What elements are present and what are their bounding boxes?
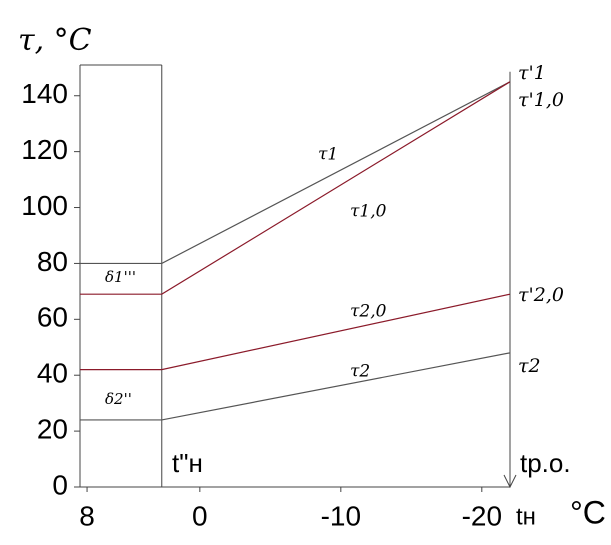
annotation: δ2'' (105, 390, 132, 408)
x-axis-label: tн (516, 503, 536, 530)
series-line (80, 81, 511, 265)
series-end-label: τ2 (518, 355, 541, 377)
annotation: tр.о. (520, 448, 571, 478)
y-tick-label: 40 (37, 358, 68, 389)
y-tick-label: 0 (52, 469, 68, 500)
y-tick-label: 80 (37, 246, 68, 277)
series-label: τ2 (350, 362, 370, 382)
annotation: t"н (172, 448, 203, 478)
series-line (80, 352, 511, 421)
y-tick-label: 60 (37, 302, 68, 333)
annotation: δ1''' (105, 268, 136, 286)
x-tick-label: 8 (79, 500, 95, 531)
x-tick-label: 0 (192, 500, 208, 531)
series-line (80, 293, 511, 371)
y-tick-label: 20 (37, 413, 68, 444)
arrow (503, 474, 517, 489)
series-label: τ1 (318, 145, 338, 165)
series-line (80, 81, 511, 295)
series-end-label: τ'1,0 (518, 89, 564, 111)
series-end-label: τ'1 (518, 62, 546, 84)
y-axis-label: τ, °C (18, 23, 92, 58)
x-axis-unit: °C (570, 494, 606, 530)
series-label: τ1,0 (350, 202, 387, 222)
series-end-label: τ'2,0 (518, 284, 564, 306)
y-tick-label: 140 (21, 78, 68, 109)
series-label: τ2,0 (350, 302, 387, 322)
x-tick-label: -10 (321, 500, 361, 531)
y-tick-label: 100 (21, 190, 68, 221)
x-tick-label: -20 (462, 500, 502, 531)
y-tick-label: 120 (21, 134, 68, 165)
